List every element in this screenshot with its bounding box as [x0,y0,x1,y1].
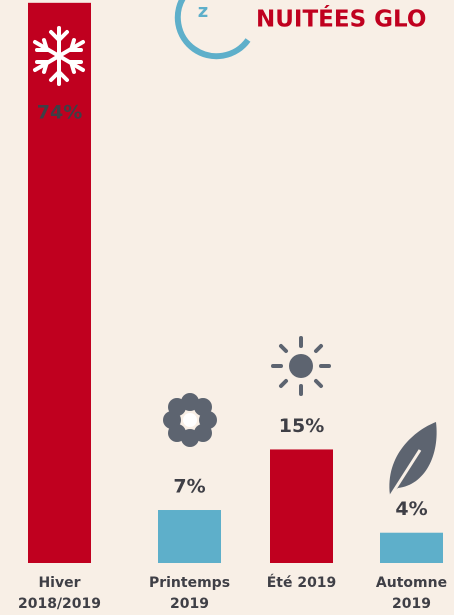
value-label: 4% [395,498,427,520]
bar [158,510,221,563]
sun-icon [271,336,331,396]
x-tick-label: Printemps 2019 [148,575,231,612]
chart-title: NUITÉES GLO [256,5,426,33]
sleep-icon: z [174,0,251,60]
leaf-icon [386,422,437,501]
x-tick-label: Hiver 2018/2019 [17,575,102,612]
x-tick-label: Automne 2019 [375,575,448,612]
value-label: 15% [279,415,324,437]
x-tick-label: Été 2019 [266,575,337,591]
bar [270,449,333,563]
svg-text:z: z [198,1,208,22]
flower-icon [163,393,217,447]
snowflake-icon [33,26,85,86]
value-label: 7% [173,476,205,498]
bar [380,532,443,563]
bar [28,2,91,563]
value-label: 74% [37,102,82,124]
